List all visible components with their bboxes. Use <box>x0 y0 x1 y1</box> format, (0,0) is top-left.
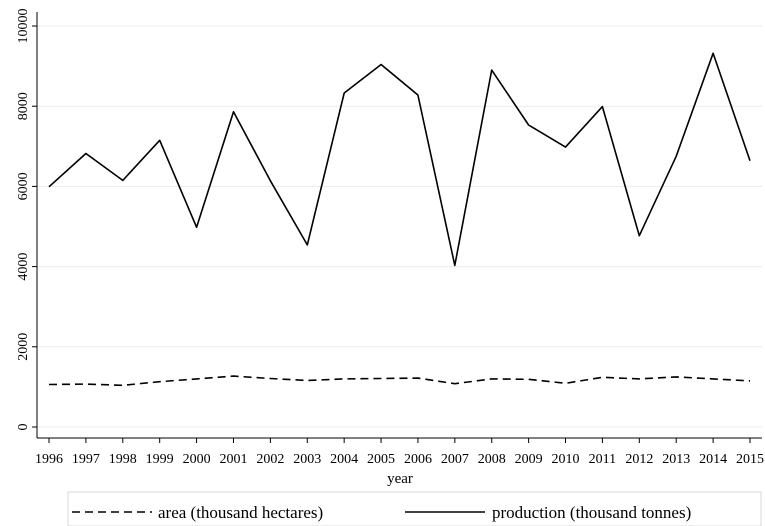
x-tick-label: 2011 <box>589 452 616 467</box>
legend: area (thousand hectares) production (thou… <box>67 491 762 526</box>
series-line-0 <box>48 375 751 387</box>
x-tick-label: 2007 <box>441 452 469 467</box>
y-tick-label: 6000 <box>16 172 31 200</box>
y-tick-label: 10000 <box>16 9 31 44</box>
x-tick-label: 2014 <box>699 452 727 467</box>
gridlines <box>37 25 762 428</box>
legend-label-1: production (thousand tonnes) <box>492 503 691 522</box>
x-tick-label: 2015 <box>736 452 764 467</box>
x-tick-label: 2009 <box>515 452 543 467</box>
x-tick-label: 2012 <box>625 452 653 467</box>
y-tick-label: 4000 <box>16 253 31 281</box>
x-axis-label: year <box>387 471 413 487</box>
plot-lines <box>48 52 751 387</box>
x-tick-label: 1999 <box>146 452 174 467</box>
x-tick-label: 2005 <box>367 452 395 467</box>
x-tick-label: 2003 <box>293 452 321 467</box>
y-axis: 0 2000 4000 6000 8000 10000 <box>16 9 38 438</box>
x-tick-label: 2001 <box>219 452 247 467</box>
x-tick-label: 2004 <box>330 452 358 467</box>
x-tick-label: 2002 <box>256 452 284 467</box>
y-tick-label: 8000 <box>16 92 31 120</box>
x-tick-label: 1997 <box>72 452 100 467</box>
y-tick-label: 2000 <box>16 333 31 361</box>
x-tick-label: 1996 <box>35 452 63 467</box>
x-tick-label: 2010 <box>552 452 580 467</box>
legend-box <box>67 491 762 526</box>
x-tick-label: 1998 <box>109 452 137 467</box>
y-tick-label: 0 <box>16 424 31 431</box>
x-axis: 1996 1997 1998 1999 2000 2001 2002 2003 2004 2005… <box>35 437 764 467</box>
series-line-1 <box>48 52 751 267</box>
legend-label-0: area (thousand hectares) <box>158 503 323 522</box>
x-tick-label: 2006 <box>404 452 432 467</box>
x-tick-label: 2013 <box>662 452 690 467</box>
x-tick-label: 2000 <box>183 452 211 467</box>
x-tick-label: 2008 <box>478 452 506 467</box>
